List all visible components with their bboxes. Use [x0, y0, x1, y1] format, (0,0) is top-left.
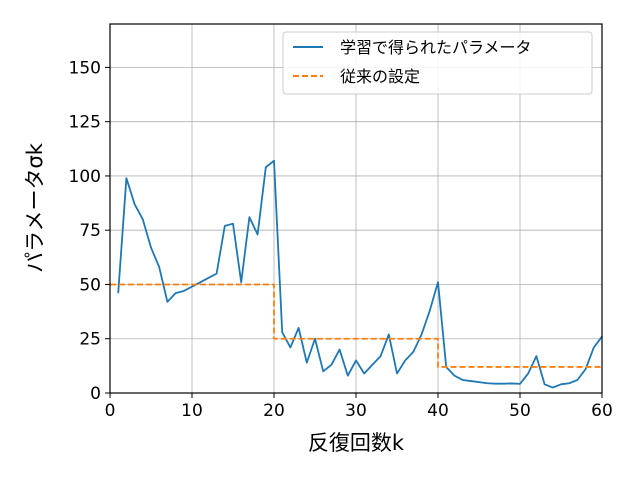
y-tick-label: 50	[79, 275, 101, 295]
x-tick-label: 0	[105, 401, 116, 421]
series-line-learned	[117, 159, 603, 389]
legend-box	[282, 31, 593, 95]
legend-label-learned: 学習で得られたパラメータ	[340, 38, 532, 57]
x-tick-label: 50	[509, 401, 531, 421]
axis-ticks: 0 10 20 30 40 50 60 0 25 50 75 100 125 150	[69, 58, 613, 421]
y-axis-label: パラメータσk	[23, 142, 47, 273]
series-layer	[110, 159, 603, 389]
legend: 学習で得られたパラメータ 従来の設定	[282, 31, 593, 95]
y-tick-label: 100	[69, 167, 101, 187]
x-tick-label: 20	[263, 401, 285, 421]
y-tick-label: 150	[69, 58, 101, 78]
x-tick-label: 10	[181, 401, 203, 421]
y-tick-label: 0	[90, 384, 101, 404]
series-line-conventional	[110, 283, 602, 368]
legend-label-conventional: 従来の設定	[340, 67, 420, 86]
x-tick-label: 60	[591, 401, 613, 421]
y-tick-label: 125	[69, 113, 101, 133]
y-tick-label: 75	[79, 221, 101, 241]
x-tick-label: 30	[345, 401, 367, 421]
x-axis-label: 反復回数k	[308, 431, 405, 455]
x-tick-label: 40	[427, 401, 449, 421]
y-tick-label: 25	[79, 330, 101, 350]
